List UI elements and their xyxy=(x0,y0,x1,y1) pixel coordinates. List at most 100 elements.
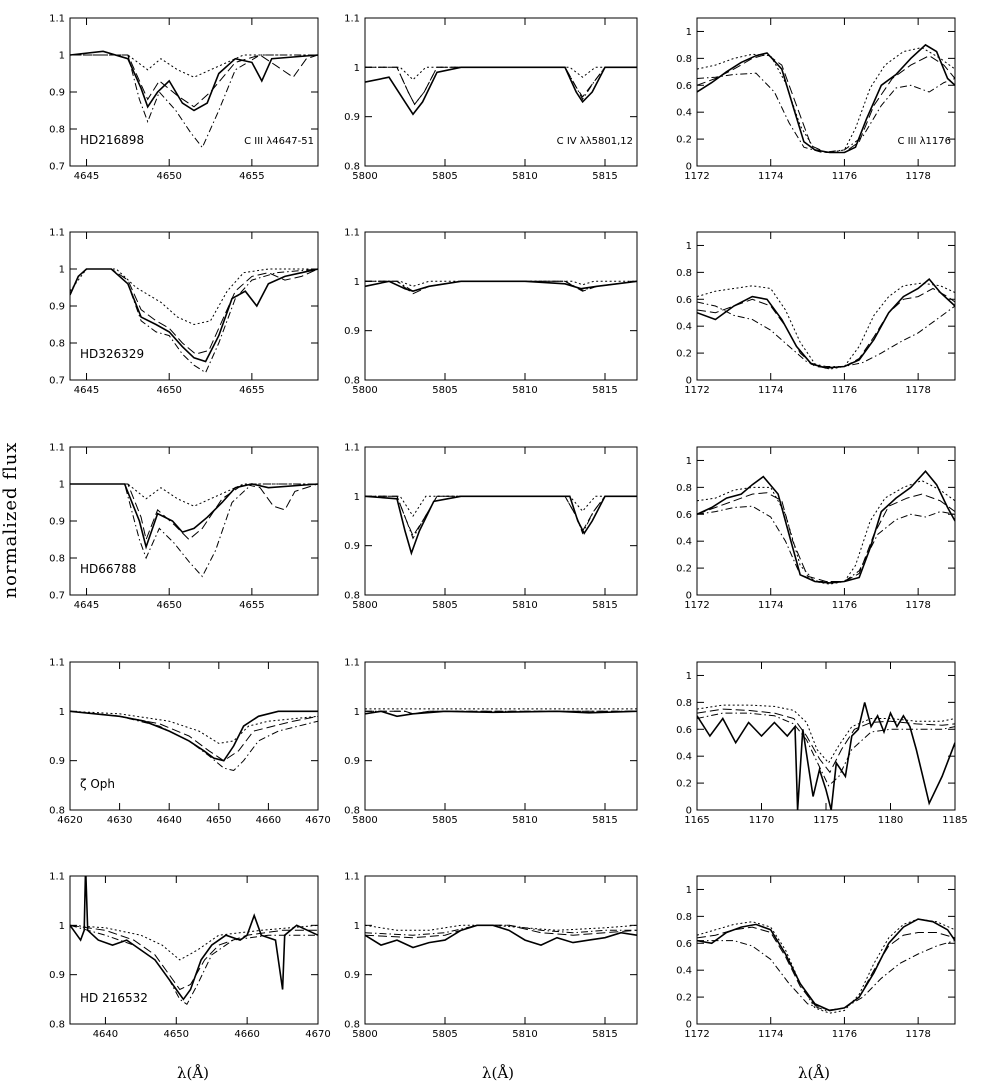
x-tick-label: 4640 xyxy=(156,815,181,826)
y-tick-label: 0.7 xyxy=(49,376,65,387)
x-tick-label: 5805 xyxy=(432,171,457,182)
panel-frame xyxy=(696,446,956,596)
series-line-solid xyxy=(365,66,637,116)
y-tick-label: 1 xyxy=(354,921,360,932)
y-tick-label: 0.9 xyxy=(49,756,65,767)
x-tick-label: 4650 xyxy=(156,385,181,396)
x-tick-label: 4630 xyxy=(107,815,132,826)
x-tick-label: 5810 xyxy=(512,600,537,611)
y-tick-label: 0.8 xyxy=(344,162,360,173)
y-tick-label: 1.1 xyxy=(344,658,360,669)
spectrum-panel-r1c0: 4645 4650 4655 0.7 0.8 0.9 1 1.1 HD326329 xyxy=(49,228,319,396)
y-tick-label: 0 xyxy=(686,162,692,173)
y-tick-label: 0.7 xyxy=(49,162,65,173)
x-tick-label: 5800 xyxy=(352,385,377,396)
series-line-long-dash xyxy=(70,483,318,542)
x-tick-label: 5800 xyxy=(352,815,377,826)
series-line-dash-dot xyxy=(70,710,318,772)
y-tick-label: 0.6 xyxy=(676,510,692,521)
star-label: HD326329 xyxy=(80,347,144,361)
series-line-dash-dot xyxy=(697,301,955,367)
y-tick-label: 0.8 xyxy=(344,1020,360,1031)
y-tick-label: 1.1 xyxy=(49,872,65,883)
spectrum-panel-r4c1: 5800 5805 5810 5815 0.8 0.9 1 1.1 xyxy=(344,872,638,1040)
y-tick-label: 0.8 xyxy=(344,376,360,387)
spectrum-panel-r1c2: 1172 1174 1176 1178 0 0.2 0.4 0.6 0.8 1 xyxy=(676,231,956,396)
x-tick-label: 5800 xyxy=(352,171,377,182)
x-tick-label: 1175 xyxy=(813,815,838,826)
y-tick-label: 0.8 xyxy=(49,339,65,350)
x-tick-label: 4655 xyxy=(239,385,264,396)
series-line-dash-dot xyxy=(365,66,637,106)
y-tick-label: 0.8 xyxy=(49,806,65,817)
y-tick-label: 0.9 xyxy=(49,88,65,99)
x-tick-label: 5800 xyxy=(352,600,377,611)
series-line-dotted xyxy=(70,268,318,326)
y-tick-label: 0.2 xyxy=(676,779,692,790)
panel-grid: 4645 4650 4655 0.7 0.8 0.9 1 1.1 HD216898 C III λ… xyxy=(49,14,968,1041)
x-tick-label: 1176 xyxy=(832,171,857,182)
y-tick-label: 0.8 xyxy=(344,591,360,602)
x-tick-label: 4655 xyxy=(239,171,264,182)
y-tick-label: 0 xyxy=(686,1020,692,1031)
y-tick-label: 1 xyxy=(59,921,65,932)
panel-frame xyxy=(696,231,956,381)
panel-frame xyxy=(364,446,638,596)
x-tick-label: 1172 xyxy=(684,385,709,396)
x-tick-label: 1185 xyxy=(942,815,967,826)
y-tick-label: 1 xyxy=(686,27,692,38)
series-line-long-dash xyxy=(70,268,318,355)
x-tick-label: 5805 xyxy=(432,600,457,611)
y-tick-label: 1 xyxy=(686,671,692,682)
panel-frame xyxy=(364,17,638,167)
y-tick-label: 1 xyxy=(686,241,692,252)
series-line-dash-dot xyxy=(697,712,955,787)
panel-frame xyxy=(364,661,638,811)
y-tick-label: 1.1 xyxy=(344,228,360,239)
y-tick-label: 0.4 xyxy=(676,322,692,333)
y-tick-label: 0.4 xyxy=(676,966,692,977)
x-tick-label: 1172 xyxy=(684,171,709,182)
x-tick-label: 1174 xyxy=(758,600,783,611)
x-tick-label: 4670 xyxy=(305,1029,330,1040)
series-line-solid xyxy=(70,876,318,1001)
y-tick-label: 1 xyxy=(354,277,360,288)
series-line-dotted xyxy=(365,495,637,518)
spectrum-panel-r3c0: 4620 4630 4640 4650 4660 4670 0.8 0.9 1 1.1 ζ Oph xyxy=(49,658,331,827)
series-line-dash-dot xyxy=(70,924,318,1006)
x-tick-label: 5815 xyxy=(592,171,617,182)
series-line-dotted xyxy=(365,66,637,81)
x-tick-label: 1178 xyxy=(905,171,930,182)
star-label: ζ Oph xyxy=(80,777,115,791)
y-tick-label: 1 xyxy=(59,265,65,276)
x-tick-label: 5810 xyxy=(512,385,537,396)
series-line-dotted xyxy=(697,282,955,370)
series-line-long-dash xyxy=(70,54,318,108)
y-tick-label: 0.9 xyxy=(49,517,65,528)
series-line-dotted xyxy=(365,924,637,931)
x-tick-label: 1172 xyxy=(684,600,709,611)
x-tick-label: 4650 xyxy=(164,1029,189,1040)
line-id-label: C III λ1176 xyxy=(897,136,951,147)
y-tick-label: 0.4 xyxy=(676,537,692,548)
series-line-long-dash xyxy=(70,924,318,991)
x-tick-label: 5810 xyxy=(512,815,537,826)
x-tick-label: 1176 xyxy=(832,600,857,611)
x-tick-label: 1165 xyxy=(684,815,709,826)
y-tick-label: 0.8 xyxy=(676,912,692,923)
y-tick-label: 0.8 xyxy=(49,554,65,565)
series-line-dotted xyxy=(70,924,318,961)
y-tick-label: 1 xyxy=(59,707,65,718)
series-line-dash-dot xyxy=(70,268,318,374)
y-tick-label: 0.9 xyxy=(344,541,360,552)
y-tick-label: 0.8 xyxy=(676,698,692,709)
panel-frame xyxy=(696,875,956,1025)
y-tick-label: 0.9 xyxy=(49,302,65,313)
y-tick-label: 0.6 xyxy=(676,939,692,950)
x-tick-label: 1176 xyxy=(832,1029,857,1040)
spectrum-panel-r3c2: 1165 1170 1175 1180 1185 0 0.2 0.4 0.6 0.8 1 xyxy=(676,661,968,826)
y-tick-label: 0 xyxy=(686,376,692,387)
x-tick-label: 5815 xyxy=(592,600,617,611)
y-tick-label: 0.8 xyxy=(344,806,360,817)
spectrum-panel-r4c2: 1172 1174 1176 1178 0 0.2 0.4 0.6 0.8 1 xyxy=(676,875,956,1040)
